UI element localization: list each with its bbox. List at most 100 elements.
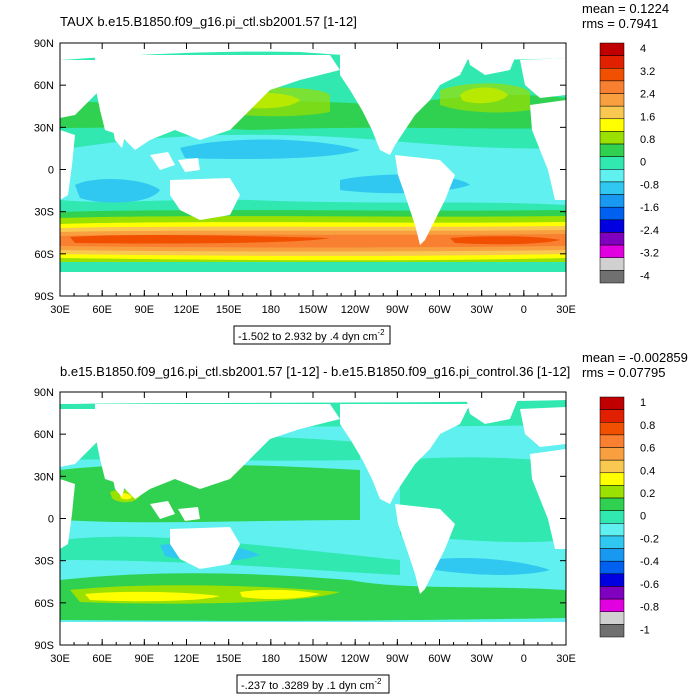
colorbar-swatch-8	[599, 497, 625, 511]
colorbar-label-9: -3.2	[640, 248, 659, 260]
colorbar-swatch-7	[599, 485, 625, 499]
colorbar-swatch-13	[599, 206, 625, 221]
lat-label-2: 30N	[34, 471, 54, 483]
colorbar-swatch-0	[599, 396, 625, 410]
lat-label-4: 30S	[34, 207, 54, 219]
colorbar-swatch-6	[599, 472, 625, 486]
colorbar-swatch-18	[599, 270, 625, 284]
colorbar-swatch-15	[599, 232, 625, 246]
panel-2-colorbar: 1 0.8 0.6 0.4 0.2 0 -0.2 -0.4 -0.6 -0.8 -1	[599, 396, 659, 638]
colorbar-swatch-1	[599, 55, 625, 69]
lat-label-3: 0	[48, 165, 54, 177]
colorbar-swatch-0	[599, 42, 625, 56]
panel-1-rms: rms = 0.7941	[582, 16, 658, 31]
colorbar-label-8: -0.6	[640, 579, 659, 591]
colorbar-label-4: 0.2	[640, 488, 655, 500]
colorbar-label-0: 1	[640, 397, 646, 409]
lat-label-3: 0	[48, 514, 54, 526]
lon-label-8: 90W	[386, 653, 409, 665]
lon-label-7: 120W	[341, 304, 370, 316]
lat-label-0: 90N	[34, 38, 54, 50]
colorbar-label-8: -2.4	[640, 225, 659, 237]
colorbar-swatch-8	[599, 143, 625, 157]
colorbar-swatch-7	[599, 131, 625, 145]
svg-text:-.237 to .3289 by .1 dyn cm-2: -.237 to .3289 by .1 dyn cm-2	[241, 677, 382, 692]
panel-1-title: TAUX b.e15.B1850.f09_g16.pi_ctl.sb2001.5…	[60, 14, 357, 29]
lon-label-3: 120E	[174, 304, 200, 316]
colorbar-label-2: 2.4	[640, 89, 655, 101]
panel-2-rms: rms = 0.07795	[582, 365, 665, 380]
colorbar-swatch-1	[599, 409, 625, 423]
colorbar-label-10: -1	[640, 624, 650, 636]
lat-label-5: 60S	[34, 249, 54, 261]
lon-label-1: 60E	[92, 304, 112, 316]
lon-label-1: 60E	[92, 653, 112, 665]
lon-label-7: 120W	[341, 653, 370, 665]
lon-label-11: 0	[521, 653, 527, 665]
lon-label-5: 180	[262, 304, 280, 316]
colorbar-swatch-2	[599, 68, 625, 82]
lon-label-11: 0	[521, 304, 527, 316]
colorbar-swatch-14	[599, 573, 625, 587]
colorbar-label-2: 0.6	[640, 443, 655, 455]
colorbar-swatch-15	[599, 586, 625, 600]
panel-2-range-sup: -2	[374, 677, 382, 686]
colorbar-label-0: 4	[640, 43, 646, 55]
panel-1-colorbar: 4 3.2 2.4 1.6 0.8 0 -0.8 -1.6 -2.4 -3.2 -4	[599, 42, 659, 284]
colorbar-swatch-3	[599, 434, 625, 448]
panel-1-mean: mean = 0.1224	[582, 1, 669, 16]
lon-label-9: 60W	[428, 304, 451, 316]
colorbar-label-1: 0.8	[640, 420, 655, 432]
colorbar-swatch-3	[599, 80, 625, 94]
colorbar-swatch-11	[599, 535, 625, 549]
colorbar-swatch-5	[599, 459, 625, 474]
lon-label-0: 30E	[50, 304, 70, 316]
lon-label-5: 180	[262, 653, 280, 665]
panel-2-range-text: -.237 to .3289 by .1 dyn cm	[241, 680, 374, 692]
lat-label-5: 60S	[34, 598, 54, 610]
map-1-land	[60, 45, 566, 245]
colorbar-swatch-11	[599, 181, 625, 195]
lat-label-6: 90S	[34, 640, 54, 652]
svg-text:-1.502 to 2.932 by .4 dyn cm-2: -1.502 to 2.932 by .4 dyn cm-2	[238, 328, 385, 343]
colorbar-label-6: -0.8	[640, 179, 659, 191]
colorbar-label-5: 0	[640, 511, 646, 523]
colorbar-label-7: -0.4	[640, 556, 659, 568]
panel-2-title: b.e15.B1850.f09_g16.pi_ctl.sb2001.57 [1-…	[60, 364, 570, 379]
colorbar-label-3: 1.6	[640, 111, 655, 123]
panel-1-range-box: -1.502 to 2.932 by .4 dyn cm-2	[233, 325, 391, 345]
lon-label-10: 30W	[470, 304, 493, 316]
lon-label-4: 150E	[216, 304, 242, 316]
lat-label-1: 60N	[34, 429, 54, 441]
colorbar-swatch-16	[599, 244, 625, 258]
lat-label-2: 30N	[34, 122, 54, 134]
colorbar-swatch-10	[599, 169, 625, 183]
lon-label-8: 90W	[386, 304, 409, 316]
colorbar-swatch-17	[599, 257, 625, 271]
lon-label-9: 60W	[428, 653, 451, 665]
colorbar-swatch-12	[599, 194, 625, 208]
panel-1-range-sup: -2	[377, 328, 385, 337]
map-2-land	[60, 394, 566, 594]
colorbar-swatch-18	[599, 624, 625, 638]
colorbar-label-10: -4	[640, 270, 650, 282]
colorbar-swatch-6	[599, 118, 625, 132]
colorbar-swatch-5	[599, 105, 625, 120]
panel-2-range-box: -.237 to .3289 by .1 dyn cm-2	[236, 674, 390, 694]
map-1-field	[60, 43, 566, 296]
colorbar-label-1: 3.2	[640, 66, 655, 78]
colorbar-swatch-13	[599, 560, 625, 575]
lat-label-4: 30S	[34, 556, 54, 568]
lon-label-0: 30E	[50, 653, 70, 665]
lon-label-4: 150E	[216, 653, 242, 665]
colorbar-label-5: 0	[640, 157, 646, 169]
colorbar-swatch-14	[599, 219, 625, 233]
colorbar-label-6: -0.2	[640, 533, 659, 545]
lon-label-6: 150W	[299, 304, 328, 316]
colorbar-swatch-10	[599, 523, 625, 537]
colorbar-swatch-9	[599, 510, 625, 524]
colorbar-swatch-17	[599, 611, 625, 625]
